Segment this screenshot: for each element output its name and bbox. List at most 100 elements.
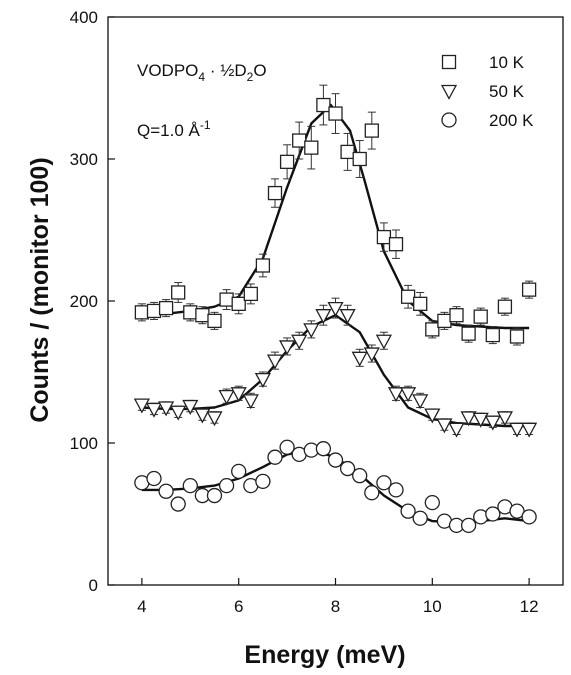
data-point-series-0: [340, 144, 355, 160]
data-point-series-2: [388, 482, 404, 498]
data-point-series-0: [521, 282, 537, 297]
x-axis: 4 6 8 10 12: [137, 578, 539, 616]
data-point-series-1: [303, 323, 320, 339]
data-point-series-1: [145, 402, 163, 418]
y-tick-label: 400: [70, 8, 98, 27]
data-point-series-0: [473, 309, 488, 324]
data-point-series-1: [412, 394, 429, 410]
data-point-series-0: [158, 300, 174, 316]
data-point-series-0: [413, 296, 428, 311]
data-point-series-2: [400, 503, 416, 519]
data-point-series-2: [182, 477, 198, 494]
data-point-series-1: [436, 418, 453, 434]
data-point-series-1: [339, 309, 356, 325]
data-point-series-2: [315, 441, 332, 457]
data-point-series-2: [376, 475, 392, 491]
legend: 10 K 50 K 200 K: [440, 53, 534, 130]
data-point-series-2: [255, 473, 271, 489]
data-point-series-1: [266, 354, 284, 370]
data-point-series-2: [485, 506, 501, 522]
data-point-series-1: [424, 408, 441, 424]
data-point-series-1: [157, 401, 175, 417]
data-point-series-2: [267, 449, 283, 465]
data-point-series-1: [351, 351, 368, 367]
x-axis-title: Energy (meV): [244, 641, 405, 669]
x-tick-label: 12: [520, 597, 539, 616]
data-point-series-0: [255, 258, 271, 273]
data-point-series-0: [171, 285, 186, 300]
data-point-series-0: [328, 106, 343, 121]
data-point-series-0: [509, 329, 525, 344]
data-point-series-2: [521, 509, 537, 525]
data-point-series-2: [339, 460, 356, 477]
data-point-series-0: [267, 185, 283, 201]
data-point-series-0: [316, 97, 331, 113]
data-point-series-0: [207, 313, 222, 329]
data-point-series-1: [182, 399, 199, 415]
data-point-series-1: [472, 412, 489, 428]
data-point-series-1: [194, 408, 211, 424]
data-point-series-0: [497, 299, 513, 314]
data-point-series-2: [158, 483, 174, 499]
data-point-series-0: [425, 322, 440, 337]
data-point-series-0: [231, 296, 246, 311]
data-point-series-1: [254, 372, 271, 388]
data-point-series-2: [231, 463, 247, 480]
annotation-q: Q=1.0 Å-1: [137, 118, 211, 140]
data-point-series-0: [146, 303, 162, 319]
data-point-series-0: [304, 140, 319, 155]
data-point-series-1: [375, 334, 392, 350]
data-point-series-1: [496, 411, 514, 427]
data-point-series-1: [291, 334, 308, 350]
y-tick-label: 200: [70, 292, 98, 311]
data-point-series-2: [460, 517, 477, 534]
data-point-series-1: [170, 405, 187, 421]
x-tick-label: 8: [331, 597, 340, 616]
data-point-series-1: [242, 394, 259, 410]
data-point-series-2: [170, 496, 186, 512]
data-point-series-1: [521, 422, 538, 438]
data-point-series-2: [146, 470, 162, 487]
data-point-series-2: [364, 485, 380, 501]
data-point-series-1: [133, 398, 150, 414]
data-point-series-0: [219, 292, 234, 307]
legend-label: 10 K: [489, 53, 525, 72]
data-point-series-2: [412, 510, 428, 526]
fit-line-series-0: [141, 103, 530, 330]
y-axis-title: Counts / (monitor 100): [26, 157, 54, 422]
data-point-series-0: [243, 286, 258, 302]
data-point-series-1: [400, 387, 417, 403]
data-point-series-0: [134, 305, 150, 320]
data-point-series-1: [218, 389, 235, 406]
x-tick-label: 4: [137, 597, 146, 616]
y-tick-label: 300: [70, 150, 98, 169]
data-point-series-0: [352, 151, 367, 167]
data-point-series-2: [424, 494, 440, 511]
data-point-series-0: [376, 229, 392, 245]
data-point-series-0: [364, 123, 379, 138]
data-point-series-2: [206, 487, 223, 504]
data-point-series-0: [449, 308, 464, 323]
data-point-series-0: [485, 327, 500, 343]
data-point-series-0: [437, 313, 452, 329]
data-point-series-1: [206, 411, 223, 427]
data-point-series-1: [327, 301, 344, 317]
data-point-series-1: [387, 387, 405, 403]
x-tick-label: 6: [234, 597, 243, 616]
data-points: [133, 97, 538, 534]
data-point-series-0: [195, 308, 210, 323]
y-tick-label: 100: [70, 434, 98, 453]
data-point-series-1: [230, 387, 247, 403]
data-point-series-1: [315, 309, 332, 325]
data-point-series-1: [460, 411, 477, 427]
data-point-series-2: [279, 439, 295, 455]
x-tick-label: 10: [423, 597, 442, 616]
data-point-series-1: [508, 422, 526, 438]
data-point-series-0: [279, 154, 295, 169]
legend-marker: [440, 84, 458, 100]
data-point-series-0: [461, 326, 476, 341]
data-point-series-0: [388, 237, 404, 252]
legend-marker: [441, 112, 457, 128]
legend-label: 50 K: [489, 82, 525, 101]
